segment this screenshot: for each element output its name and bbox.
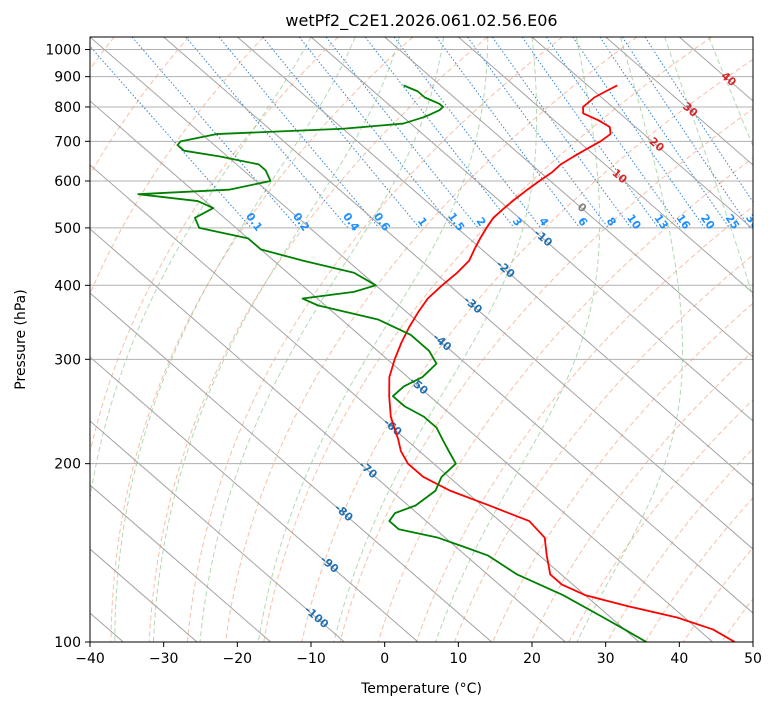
mixing-ratio-line bbox=[545, 37, 681, 229]
x-tick-label: 0 bbox=[380, 651, 389, 667]
dry-adiabat-line bbox=[90, 37, 339, 455]
isotherm-line bbox=[90, 484, 271, 642]
isotherm-line bbox=[90, 100, 713, 642]
isotherm-line bbox=[531, 37, 753, 230]
x-tick-label: 40 bbox=[670, 651, 688, 667]
dry-adiabat-line bbox=[377, 157, 753, 642]
y-tick-label: 300 bbox=[54, 352, 81, 368]
dry-adiabat-line bbox=[225, 37, 638, 642]
mixing-ratio-line bbox=[436, 37, 581, 229]
plot-frame bbox=[89, 36, 754, 643]
moist-adiabat-line bbox=[333, 37, 538, 642]
x-tick-label: 30 bbox=[597, 651, 615, 667]
mixing-ratio-line bbox=[572, 37, 706, 229]
moist-adiabat-line bbox=[114, 37, 356, 642]
y-tick-label: 100 bbox=[54, 635, 81, 651]
x-tick-label: 20 bbox=[523, 651, 541, 667]
isotherm-line bbox=[90, 356, 419, 642]
mixing-ratio-line bbox=[621, 37, 751, 229]
y-tick-label: 600 bbox=[54, 174, 81, 190]
mixing-ratio-line bbox=[521, 37, 659, 229]
isotherm-line bbox=[458, 37, 753, 294]
y-tick-label: 400 bbox=[54, 278, 81, 294]
moist-adiabat-line bbox=[708, 37, 753, 148]
isotherm-line bbox=[163, 37, 753, 550]
x-tick-label: −20 bbox=[223, 651, 253, 667]
moist-adiabat-line bbox=[152, 37, 400, 642]
x-tick-label: −40 bbox=[75, 651, 105, 667]
series-layer bbox=[137, 84, 736, 642]
dry-adiabat-line bbox=[301, 58, 753, 642]
dry-adiabat-line bbox=[148, 37, 488, 642]
y-axis: 100 200 300 400 500 600 700 800 900 1000 bbox=[45, 43, 90, 651]
x-tick-label: −10 bbox=[296, 651, 326, 667]
dry-adiabat-line bbox=[415, 205, 753, 642]
isotherm-line bbox=[90, 292, 492, 642]
dry-adiabat-line bbox=[339, 108, 753, 642]
isotherm-line bbox=[310, 37, 753, 422]
chart-title: wetPf2_C2E1.2026.061.02.56.E06 bbox=[285, 11, 557, 31]
moist-adiabat-line bbox=[664, 37, 753, 299]
mixing-ratio-line bbox=[644, 37, 753, 203]
moist-adiabat-line bbox=[435, 37, 601, 642]
y-tick-label: 800 bbox=[54, 100, 81, 116]
mixing-ratio-line bbox=[467, 37, 609, 229]
dry-adiabat-line bbox=[186, 37, 563, 642]
mixing-ratio-line bbox=[90, 45, 252, 229]
y-axis-label: Pressure (hPa) bbox=[13, 289, 29, 389]
y-tick-label: 700 bbox=[54, 134, 81, 150]
isotherm-line bbox=[237, 37, 753, 486]
mixing-ratio-line bbox=[218, 37, 380, 229]
isotherm-line bbox=[90, 420, 345, 642]
dry-adiabat-line bbox=[90, 37, 264, 295]
mixing-ratio-line bbox=[364, 37, 515, 229]
isotherm-line bbox=[605, 37, 753, 166]
dry-adiabat-line bbox=[110, 37, 414, 642]
series-line-dewpoint bbox=[137, 84, 647, 642]
mixing-ratio-line bbox=[298, 37, 454, 229]
mixing-ratio-label: 30 bbox=[743, 212, 763, 232]
mixing-ratio-line bbox=[325, 37, 479, 229]
y-tick-label: 900 bbox=[54, 70, 81, 86]
x-axis-label: Temperature (°C) bbox=[360, 681, 482, 697]
x-axis: −40 −30 −20 −10 0 10 20 30 40 50 bbox=[75, 642, 762, 667]
x-tick-label: 50 bbox=[744, 651, 762, 667]
isotherm-line bbox=[90, 37, 753, 614]
y-tick-label: 1000 bbox=[45, 43, 81, 59]
mixing-ratio-line bbox=[599, 37, 730, 229]
x-tick-label: −30 bbox=[149, 651, 179, 667]
mixing-ratio-line bbox=[491, 37, 632, 229]
dry-adiabat-line bbox=[644, 497, 753, 642]
series-line-temperature bbox=[388, 84, 736, 642]
x-tick-label: 10 bbox=[449, 651, 467, 667]
y-tick-label: 200 bbox=[54, 457, 81, 473]
mixing-ratio-line bbox=[185, 37, 349, 229]
isotherm-line bbox=[90, 164, 640, 642]
y-tick-label: 500 bbox=[54, 221, 81, 237]
dry-adiabat-line bbox=[263, 37, 712, 642]
moist-adiabat-line bbox=[199, 37, 445, 642]
isotherm-line bbox=[384, 37, 753, 358]
